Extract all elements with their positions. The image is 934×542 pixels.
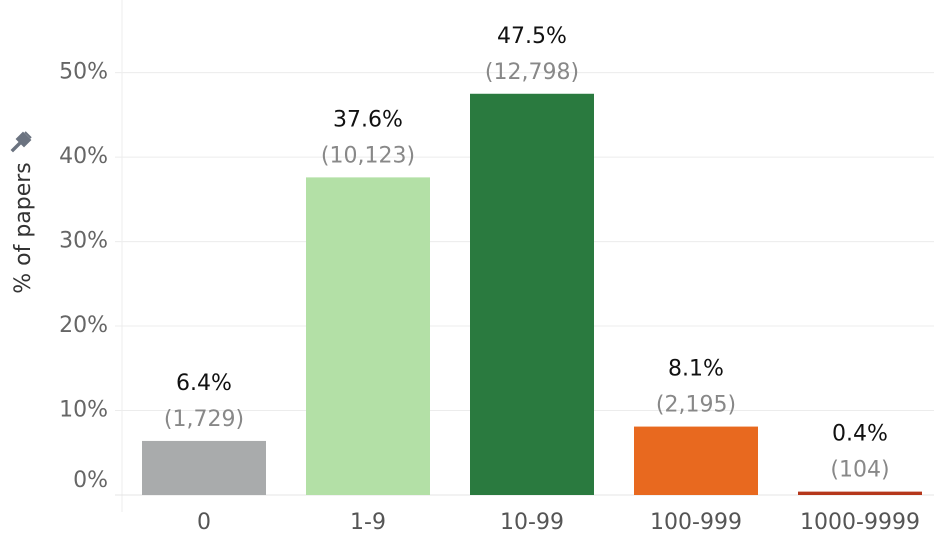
bar: [306, 177, 430, 495]
x-tick-label: 1000-9999: [800, 510, 920, 535]
x-tick-label: 0: [197, 510, 211, 535]
y-tick-label: 30%: [59, 229, 108, 254]
count-label: (104): [830, 458, 889, 483]
y-tick-label: 20%: [59, 313, 108, 338]
count-label: (2,195): [656, 393, 736, 418]
x-tick-label: 1-9: [350, 510, 386, 535]
value-label: 37.6%: [333, 107, 403, 132]
y-axis-title: % of papers: [11, 162, 36, 294]
count-label: (10,123): [321, 143, 415, 168]
value-label: 6.4%: [176, 371, 232, 396]
y-tick-label: 10%: [59, 398, 108, 423]
bar: [634, 426, 758, 495]
value-label: 47.5%: [497, 24, 567, 49]
count-label: (1,729): [164, 407, 244, 432]
y-tick-label: 40%: [59, 144, 108, 169]
bar: [798, 491, 922, 495]
value-label: 8.1%: [668, 357, 724, 382]
bar: [470, 93, 594, 495]
value-label: 0.4%: [832, 422, 888, 447]
count-label: (12,798): [485, 60, 579, 85]
pin-icon[interactable]: [10, 131, 32, 153]
y-tick-label: 0%: [73, 468, 108, 493]
x-tick-label: 10-99: [500, 510, 564, 535]
x-tick-label: 100-999: [650, 510, 742, 535]
bar: [142, 440, 266, 495]
y-tick-label: 50%: [59, 60, 108, 85]
